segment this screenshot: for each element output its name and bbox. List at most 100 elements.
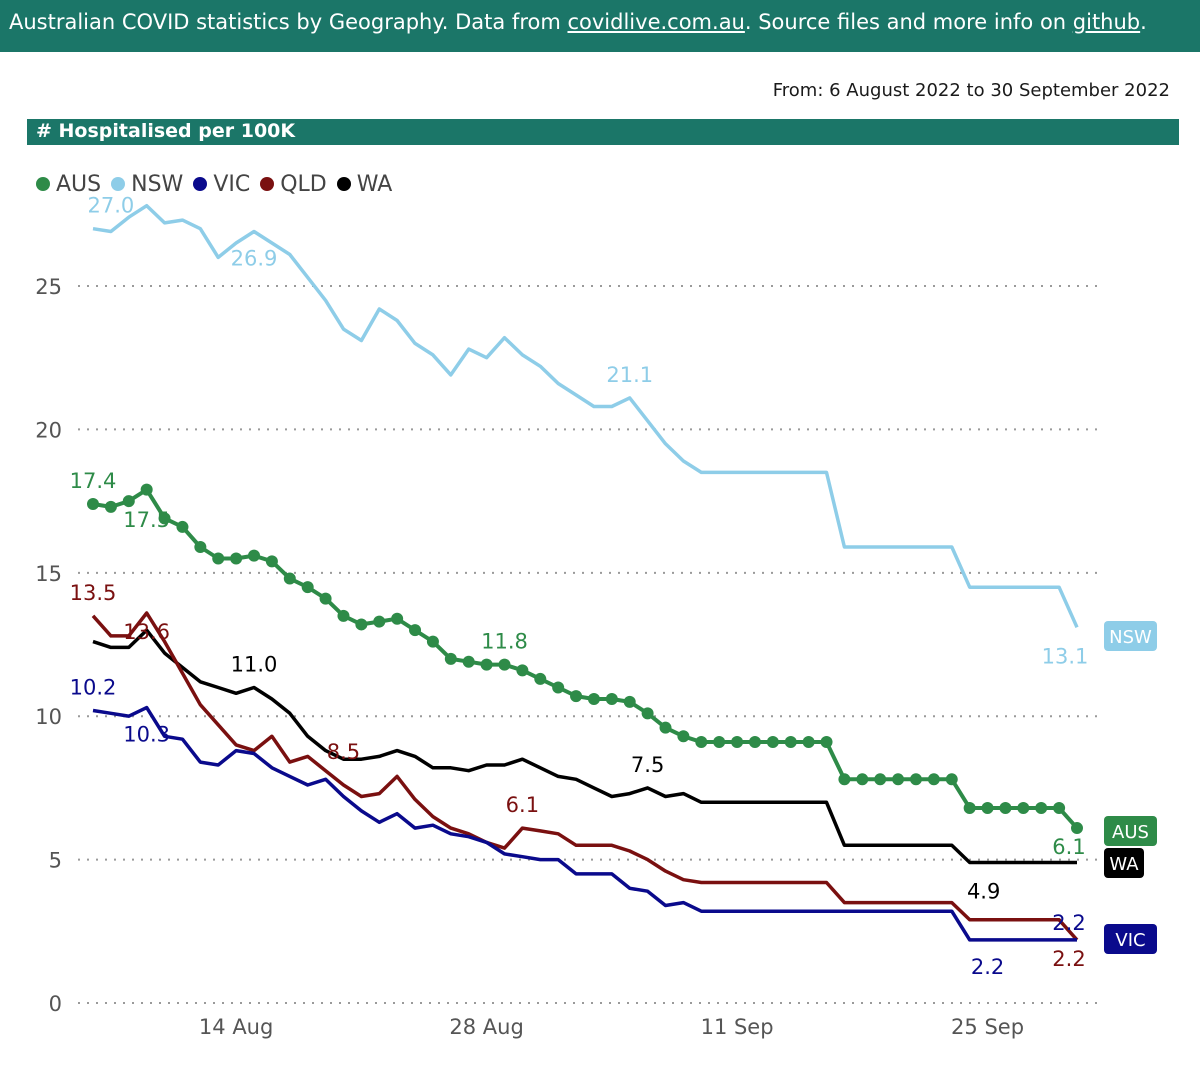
legend-item-nsw[interactable]: NSW <box>111 172 183 197</box>
end-label-vic: VIC <box>1115 930 1145 951</box>
data-point <box>802 736 815 749</box>
x-tick-label: 11 Sep <box>701 1015 774 1039</box>
data-point <box>337 609 350 622</box>
legend-item-wa[interactable]: WA <box>336 171 393 197</box>
data-label: 6.1 <box>1052 835 1085 859</box>
data-point <box>981 801 994 814</box>
data-point <box>570 690 583 703</box>
data-label: 10.3 <box>123 723 170 747</box>
data-label: 7.5 <box>631 753 664 777</box>
data-point <box>713 736 726 749</box>
data-label: 13.6 <box>123 620 170 644</box>
data-point <box>623 695 636 708</box>
data-label: 11.8 <box>481 630 528 654</box>
y-tick-label: 10 <box>35 705 62 729</box>
data-label: 2.2 <box>1052 911 1085 935</box>
data-point <box>391 612 404 625</box>
data-point <box>927 773 940 786</box>
series-line-wa <box>92 628 1077 865</box>
legend-marker <box>111 177 126 191</box>
data-point <box>516 664 529 677</box>
data-point <box>355 618 368 631</box>
legend-marker <box>36 177 50 191</box>
data-point <box>963 801 976 814</box>
x-tick-label: 14 Aug <box>199 1015 273 1039</box>
legend-label: VIC <box>213 171 251 197</box>
header-suffix: . <box>1140 10 1147 34</box>
end-label-box-vic <box>1104 924 1157 954</box>
data-point <box>892 773 905 786</box>
x-tick-label: 28 Aug <box>449 1015 523 1039</box>
legend-marker <box>336 177 351 191</box>
data-point <box>856 773 869 786</box>
data-point <box>587 693 600 706</box>
y-tick-label: 0 <box>49 992 62 1016</box>
data-point <box>999 801 1012 814</box>
data-point <box>301 581 314 594</box>
end-label-wa: WA <box>1109 854 1139 875</box>
data-point <box>784 736 797 749</box>
legend-label: AUS <box>56 171 102 197</box>
data-label: 27.0 <box>88 194 135 218</box>
y-tick-label: 5 <box>49 849 62 873</box>
data-point <box>265 555 278 568</box>
github-link[interactable]: github <box>1072 10 1141 34</box>
end-label-nsw: NSW <box>1109 627 1152 648</box>
data-point <box>641 707 654 720</box>
end-label-box-nsw <box>1104 621 1157 651</box>
data-label: 2.2 <box>971 955 1004 979</box>
data-point <box>444 652 457 665</box>
series-line-nsw <box>92 203 1079 629</box>
data-point <box>731 736 744 749</box>
header-prefix: Australian COVID statistics by Geography… <box>9 10 568 34</box>
data-point <box>1035 801 1048 814</box>
chart-legend: AUS NSW VIC QLD WA <box>36 168 402 200</box>
data-label: 11.0 <box>231 653 278 677</box>
data-label: 10.2 <box>70 675 117 699</box>
data-point <box>534 672 547 685</box>
data-point <box>695 736 708 749</box>
data-label: 21.1 <box>606 363 653 387</box>
data-point <box>122 495 135 508</box>
legend-label: QLD <box>280 171 327 197</box>
data-label: 26.9 <box>231 247 278 271</box>
data-point <box>1053 801 1066 814</box>
data-point <box>176 520 189 533</box>
data-point <box>820 736 833 749</box>
data-point <box>140 483 153 496</box>
data-label: 6.1 <box>506 793 539 817</box>
data-point <box>748 736 761 749</box>
data-point <box>909 773 922 786</box>
data-point <box>605 693 618 706</box>
data-label: 17.5 <box>123 508 170 532</box>
data-label: 13.1 <box>1042 644 1089 668</box>
legend-label: WA <box>356 171 393 197</box>
header-banner: Australian COVID statistics by Geography… <box>0 0 1200 52</box>
data-point <box>409 624 422 637</box>
data-point <box>677 730 690 743</box>
data-label: 13.5 <box>70 581 117 605</box>
date-range-label: From: 6 August 2022 to 30 September 2022 <box>772 80 1170 101</box>
covidlive-link[interactable]: covidlive.com.au <box>567 10 745 34</box>
series-line-vic <box>92 705 1077 942</box>
data-point <box>1017 801 1030 814</box>
data-label: 8.5 <box>327 740 360 764</box>
data-point <box>1071 822 1083 835</box>
legend-item-vic[interactable]: VIC <box>193 172 250 197</box>
data-point <box>426 635 439 648</box>
data-point <box>87 497 99 510</box>
data-label: 4.9 <box>967 879 1000 903</box>
data-point <box>283 572 296 585</box>
end-label-box-aus <box>1104 816 1157 846</box>
data-point <box>319 592 332 605</box>
data-point <box>766 736 779 749</box>
legend-item-aus[interactable]: AUS <box>36 172 101 197</box>
data-point <box>945 773 958 786</box>
data-point <box>462 655 475 668</box>
legend-item-qld[interactable]: QLD <box>260 172 327 197</box>
data-point <box>552 681 565 694</box>
data-label: 2.2 <box>1052 947 1085 971</box>
data-point <box>194 541 207 554</box>
y-tick-label: 25 <box>35 275 62 299</box>
